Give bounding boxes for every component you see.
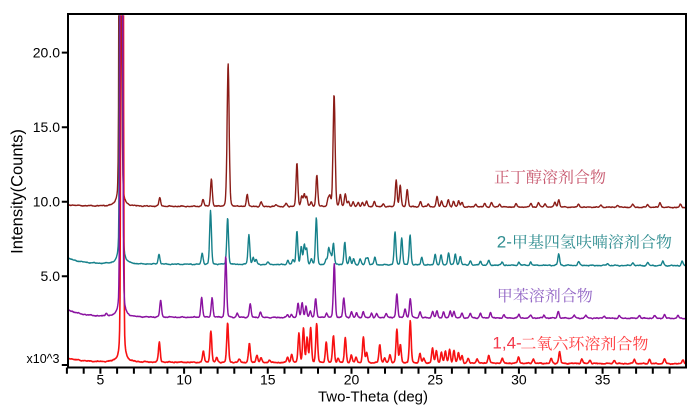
svg-text:2-: 2-	[497, 232, 512, 251]
svg-text:Intensity(Counts): Intensity(Counts)	[9, 129, 27, 254]
svg-text:Two-Theta (deg): Two-Theta (deg)	[318, 389, 428, 406]
svg-text:15.0: 15.0	[33, 119, 60, 135]
svg-text:1,4-: 1,4-	[492, 333, 521, 352]
svg-text:15: 15	[260, 372, 276, 388]
svg-text:35: 35	[595, 372, 611, 388]
svg-text:30: 30	[511, 372, 527, 388]
svg-text:20: 20	[344, 372, 360, 388]
svg-text:20.0: 20.0	[33, 45, 60, 61]
svg-text:5: 5	[97, 372, 105, 388]
svg-text:10.0: 10.0	[33, 194, 60, 210]
svg-text:10: 10	[176, 372, 192, 388]
svg-text:x10^3: x10^3	[27, 352, 60, 366]
svg-text:5.0: 5.0	[41, 268, 61, 284]
svg-text:25: 25	[427, 372, 443, 388]
